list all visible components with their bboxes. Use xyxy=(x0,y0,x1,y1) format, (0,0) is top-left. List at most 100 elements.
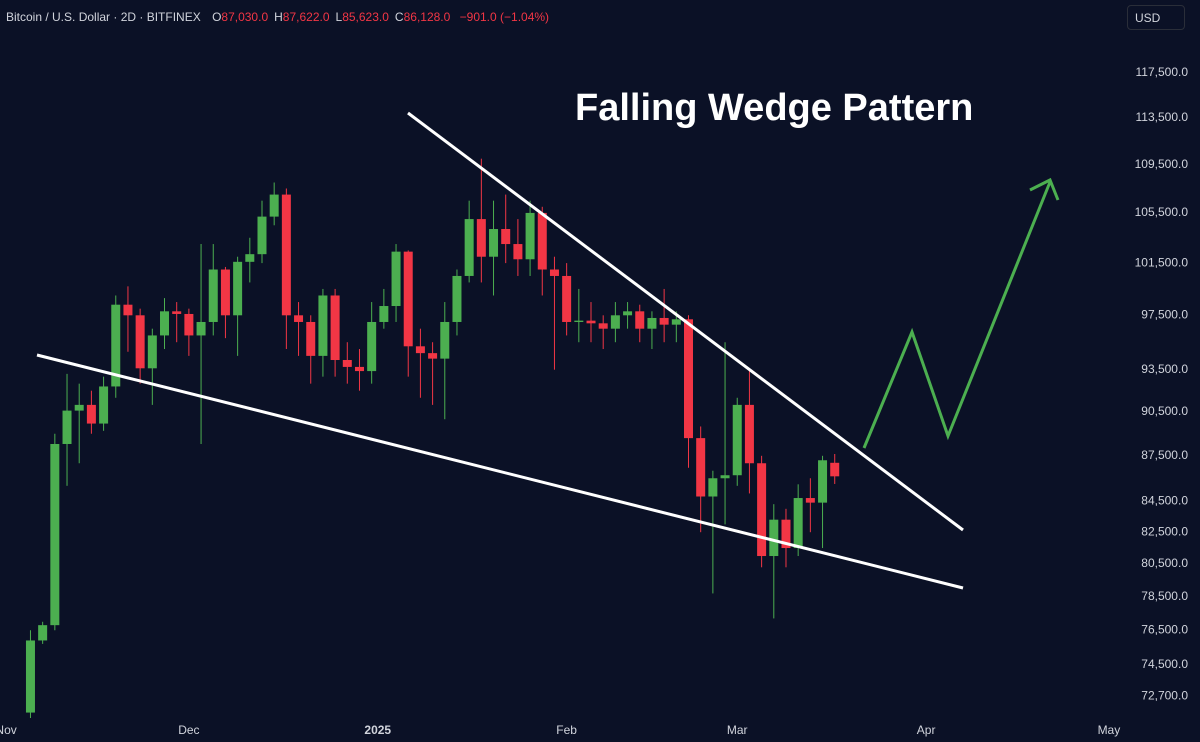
x-tick-label: May xyxy=(1098,723,1121,737)
candle-body xyxy=(86,404,96,424)
candle-body xyxy=(586,320,596,324)
candle-body xyxy=(696,438,706,497)
ohlc-legend: O87,030.0 H87,622.0 L85,623.0 C86,128.0 xyxy=(212,10,456,24)
candle-body xyxy=(99,386,109,424)
y-tick-label: 76,500.0 xyxy=(1141,622,1188,636)
arrow-head xyxy=(1029,177,1060,201)
candle-body xyxy=(830,462,840,477)
candle-body xyxy=(172,311,182,314)
legend-key: H xyxy=(274,10,283,24)
y-tick-label: 74,500.0 xyxy=(1141,657,1188,671)
candle-body xyxy=(769,519,779,557)
annotation-title: Falling Wedge Pattern xyxy=(575,87,973,129)
y-tick-label: 117,500.0 xyxy=(1136,65,1189,79)
candle-body xyxy=(659,317,669,325)
currency-button[interactable]: USD xyxy=(1127,5,1185,30)
y-tick-label: 87,500.0 xyxy=(1141,448,1188,462)
x-tick-label: Apr xyxy=(917,723,936,737)
upper-trend-line xyxy=(407,111,964,532)
candle-body xyxy=(269,194,279,217)
y-tick-label: 80,500.0 xyxy=(1141,556,1188,570)
legend-value: 86,128.0 xyxy=(403,10,451,24)
candle-body xyxy=(147,335,157,369)
legend-key: O xyxy=(212,10,222,24)
candle-body xyxy=(562,275,572,322)
candle-body xyxy=(415,346,425,354)
candle-body xyxy=(220,269,230,316)
y-tick-label: 72,700.0 xyxy=(1141,689,1188,703)
candle-body xyxy=(537,212,547,270)
candle-body xyxy=(233,261,243,316)
candle-body xyxy=(354,366,364,372)
candle-body xyxy=(391,251,401,307)
x-tick-label: Dec xyxy=(178,723,199,737)
candle-body xyxy=(135,315,145,369)
y-tick-label: 78,500.0 xyxy=(1141,589,1188,603)
y-tick-label: 105,500.0 xyxy=(1135,205,1189,219)
y-tick-label: 109,500.0 xyxy=(1135,157,1189,171)
candle-body xyxy=(318,295,328,356)
candle-body xyxy=(367,321,377,372)
y-tick-label: 90,500.0 xyxy=(1141,404,1188,418)
legend-value: 85,623.0 xyxy=(342,10,389,24)
projection-arrow xyxy=(862,181,1052,449)
candle-body xyxy=(294,315,304,322)
y-tick-label: 101,500.0 xyxy=(1135,255,1189,269)
y-tick-label: 113,500.0 xyxy=(1136,110,1189,124)
candle-body xyxy=(25,640,35,713)
candle-body xyxy=(160,311,170,336)
candle-body xyxy=(379,306,389,322)
x-tick-label: 2025 xyxy=(364,723,391,737)
candle-body xyxy=(464,219,474,276)
candle-body xyxy=(306,321,316,356)
x-tick-label: Mar xyxy=(727,723,748,737)
y-tick-label: 97,500.0 xyxy=(1141,307,1188,321)
candle-body xyxy=(257,216,267,255)
candle-body xyxy=(757,463,767,557)
candle-body xyxy=(818,460,828,503)
candle-body xyxy=(598,323,608,329)
lower-trend-line xyxy=(36,353,964,590)
candle-body xyxy=(501,229,511,245)
legend-value: 87,622.0 xyxy=(282,10,330,24)
y-tick-label: 93,500.0 xyxy=(1141,362,1188,376)
legend-value: 87,030.0 xyxy=(221,10,269,24)
candle-body xyxy=(184,313,194,336)
candle-body xyxy=(342,360,352,367)
candle-body xyxy=(111,304,121,387)
plot xyxy=(25,158,840,718)
candle-body xyxy=(50,443,60,626)
candle-body xyxy=(623,311,633,316)
symbol-title: Bitcoin / U.S. Dollar · 2D · BITFINEX xyxy=(6,10,201,24)
candle-body xyxy=(38,625,48,641)
candle-body xyxy=(683,319,693,439)
legend-key: L xyxy=(335,10,343,24)
x-tick-label: Nov xyxy=(0,723,17,737)
candle-body xyxy=(452,275,462,322)
candle-body xyxy=(74,404,84,411)
candle-body xyxy=(196,321,206,336)
candle-body xyxy=(62,410,72,444)
candle-body xyxy=(720,475,730,479)
candle-body xyxy=(610,315,620,329)
candle-body xyxy=(281,194,291,316)
candle-body xyxy=(513,244,523,260)
y-tick-label: 82,500.0 xyxy=(1141,524,1188,538)
candle-body xyxy=(123,304,133,316)
candle-body xyxy=(647,317,657,329)
candle-body xyxy=(476,219,486,257)
candle-body xyxy=(245,254,255,262)
y-tick-label: 84,500.0 xyxy=(1141,493,1188,507)
candle-body xyxy=(489,229,499,257)
candle-body xyxy=(708,478,718,497)
candle-body xyxy=(574,320,584,322)
candle-body xyxy=(732,404,742,476)
legend-key: C xyxy=(394,10,404,24)
candle-body xyxy=(549,269,559,276)
axes: 117,500.0 113,500.0 109,500.0 105,500.0 101,… xyxy=(0,65,1188,737)
candle-body xyxy=(744,404,754,464)
candle-body xyxy=(671,319,681,325)
candle-body xyxy=(805,498,815,503)
